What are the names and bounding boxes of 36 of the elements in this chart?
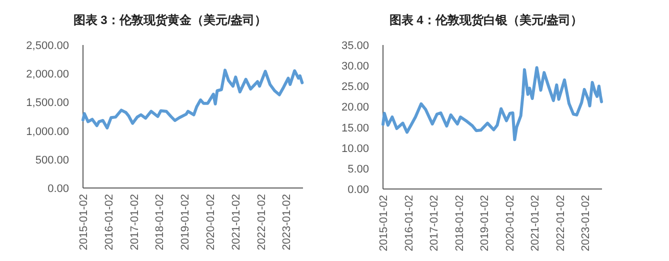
x-tick-label: 2021-01-02 xyxy=(530,195,542,252)
chart-title: 图表 4：伦敦现货白银（美元/盎司） xyxy=(389,13,583,27)
x-tick-label: 2019-01-02 xyxy=(479,195,492,252)
x-tick-label: 2023-01-02 xyxy=(281,194,294,250)
line-series xyxy=(382,66,604,142)
y-tick-label: 10.00 xyxy=(341,142,369,155)
x-tick-label: 2018-01-02 xyxy=(454,195,466,252)
x-tick-label: 2022-01-02 xyxy=(256,194,268,250)
x-tick-label: 2015-01-02 xyxy=(378,195,390,252)
y-tick-label: 35.00 xyxy=(341,40,369,52)
x-tick-label: 2015-01-02 xyxy=(78,194,90,250)
x-tick-label: 2017-01-02 xyxy=(428,195,441,252)
y-tick-label: 500.00 xyxy=(35,154,69,166)
x-tick-label: 2022-01-02 xyxy=(554,195,567,252)
line-series xyxy=(82,68,304,130)
x-tick-label: 2020-01-02 xyxy=(204,194,217,250)
y-tick-label: 2,000.00 xyxy=(26,68,69,81)
y-tick-label: 20.00 xyxy=(341,102,369,114)
y-tick-label: 1,000.00 xyxy=(26,126,69,138)
x-tick-label: 2021-01-02 xyxy=(230,194,242,250)
x-tick-label: 2017-01-02 xyxy=(128,194,141,250)
y-tick-label: 25.00 xyxy=(341,81,369,94)
x-tick-label: 2016-01-02 xyxy=(403,195,416,252)
x-tick-label: 2018-01-02 xyxy=(154,194,166,250)
y-tick-label: 2,500.00 xyxy=(26,40,69,52)
y-tick-label: 5.00 xyxy=(348,163,369,176)
chart-title: 图表 3：伦敦现货黄金（美元/盎司） xyxy=(73,13,267,27)
y-tick-label: 15.00 xyxy=(341,122,369,134)
y-tick-label: 0.00 xyxy=(48,183,69,195)
x-tick-label: 2023-01-02 xyxy=(580,195,592,252)
x-tick-label: 2020-01-02 xyxy=(504,195,516,252)
x-tick-label: 2019-01-02 xyxy=(180,194,192,250)
y-tick-label: 30.00 xyxy=(341,60,369,73)
x-tick-label: 2016-01-02 xyxy=(103,194,116,250)
y-tick-label: 0.00 xyxy=(348,184,369,196)
y-tick-label: 1,500.00 xyxy=(26,97,69,110)
